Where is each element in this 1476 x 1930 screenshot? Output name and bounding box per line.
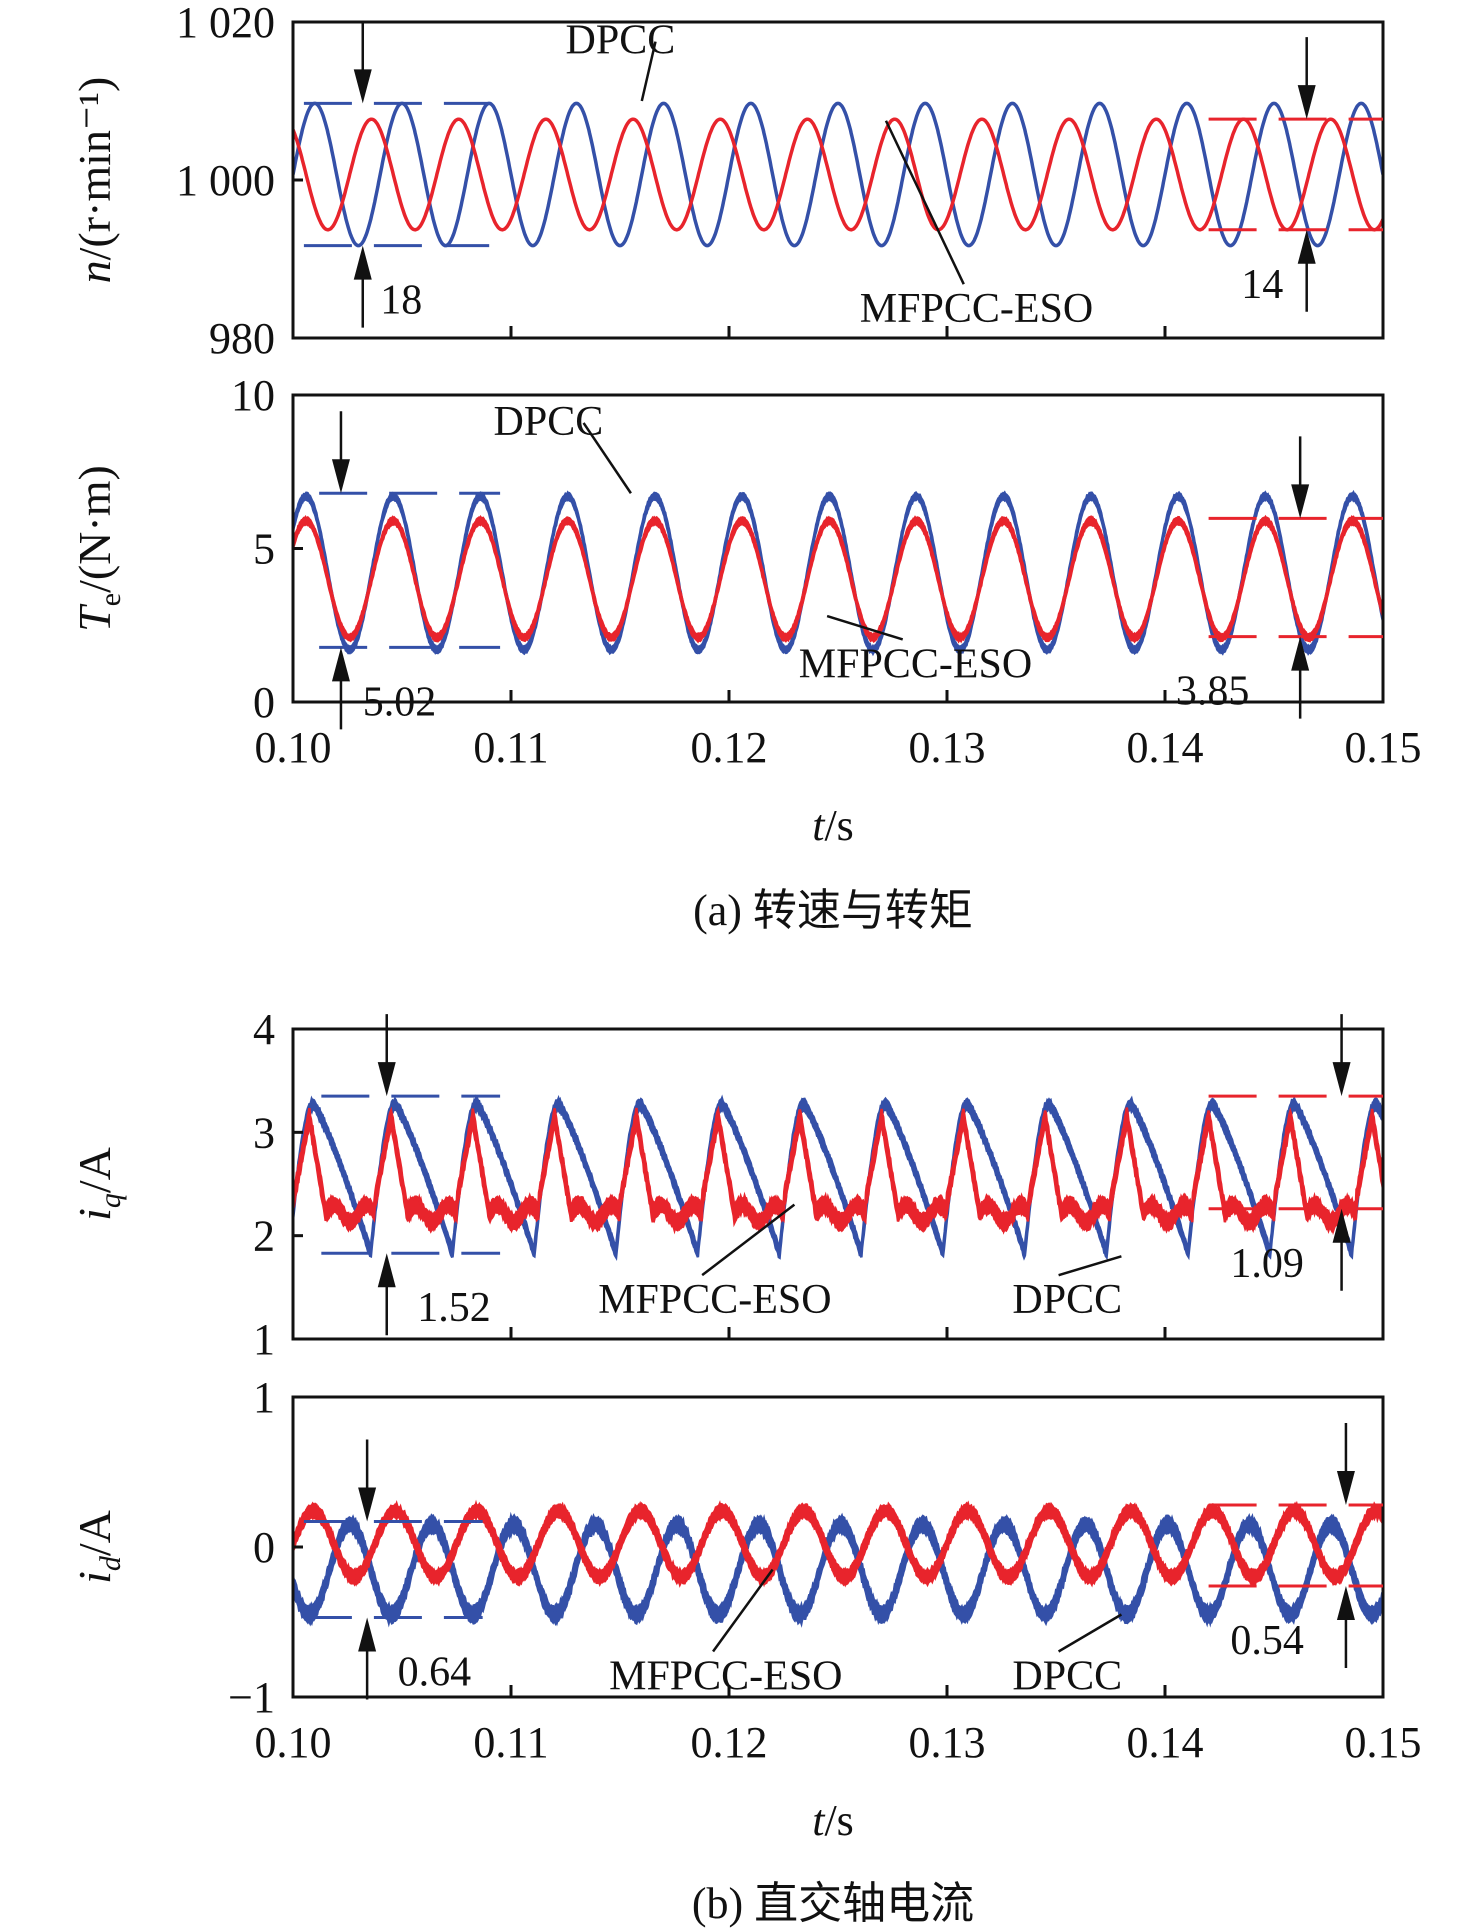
y-tick-label: 4 [253,1005,275,1054]
series-mfpcc-eso-line [293,117,1383,232]
y-tick-label: 0 [253,1523,275,1572]
y-axis-label: id/A [69,1510,127,1584]
y-axis-label: iq/A [69,1147,127,1221]
series-label-mfpcc-eso: MFPCC-ESO [598,1277,831,1323]
panel-id: −1 0 1 0.10 0.11 0.12 0.13 0.14 0.15 id/A MFPCC-ES… [69,1373,1422,1767]
series-mfpcc-eso-band [293,1105,1383,1236]
arrowhead-icon [358,1487,377,1522]
arrowhead-icon [1332,1062,1351,1097]
series-group [293,1094,1383,1261]
ripple-value-label: 1.09 [1230,1241,1304,1287]
ripple-value-label: 0.64 [398,1650,472,1696]
arrowhead-icon [1336,1586,1355,1620]
arrowhead-icon [1336,1471,1355,1505]
x-tick-label: 0.15 [1345,723,1422,772]
arrowhead-icon [377,1062,396,1097]
y-tick-label: 10 [231,371,275,420]
ripple-value-label: 18 [380,278,422,324]
y-tick-label: 2 [253,1212,275,1261]
arrowhead-icon [331,459,350,494]
ripple-value-label: 5.02 [363,679,437,725]
x-axis-label-b: t/s [812,1796,854,1845]
y-tick-label: 5 [253,525,275,574]
series-label-dpcc: DPCC [566,18,676,64]
x-tick-label: 0.14 [1127,723,1204,772]
series-label-dpcc: DPCC [1012,1277,1122,1323]
x-tick-label: 0.10 [255,723,332,772]
leader-line [826,614,904,641]
arrowhead-icon [353,245,372,280]
series-label-mfpcc-eso: MFPCC-ESO [860,286,1093,332]
plot-frame [291,1027,1385,1341]
leader-line [701,1203,796,1277]
arrowhead-icon [358,1617,377,1652]
ripple-value-label: 1.52 [417,1285,491,1331]
ripple-value-label: 3.85 [1176,669,1250,715]
caption-a: (a) 转速与转矩 [693,886,973,935]
y-axis-label: Te/(N·m) [69,465,127,632]
y-tick-label: 1 000 [176,156,275,205]
y-tick-label: 980 [209,314,275,363]
series-label-mfpcc-eso: MFPCC-ESO [799,641,1032,687]
y-tick-label: 3 [253,1108,275,1157]
ripple-value-label: 0.54 [1230,1618,1304,1664]
y-tick-label: 1 [253,1315,275,1364]
series-dpcc-line [293,101,1383,248]
x-tick-label: 0.13 [909,723,986,772]
panel-speed: 980 1 000 1 020 n/(r·min⁻¹) DPCC MFPCC-ESO 18 1… [69,0,1385,363]
series-mfpcc-eso-band [293,514,1383,644]
panel-torque: 0 5 10 0.10 0.11 0.12 0.13 0.14 0.15 Te/(N·m) DPCC… [69,371,1422,772]
series-label-dpcc: DPCC [1012,1654,1122,1700]
x-tick-label: 0.15 [1345,1718,1422,1767]
series-mfpcc-eso-band [293,1499,1383,1588]
x-tick-label: 0.11 [473,723,548,772]
arrowhead-icon [353,69,372,104]
series-dpcc-band [293,1511,1383,1628]
leader-line [1057,1613,1123,1653]
leader-line [1058,1255,1122,1277]
arrowhead-icon [331,647,350,682]
x-tick-label: 0.10 [255,1718,332,1767]
arrowhead-icon [1332,1208,1351,1243]
leader-line [884,120,965,285]
leader-line [582,422,632,494]
arrowhead-icon [1291,484,1310,519]
x-tick-label: 0.11 [473,1718,548,1767]
arrowhead-icon [377,1253,396,1288]
y-tick-label: 1 [253,1373,275,1422]
x-tick-label: 0.14 [1127,1718,1204,1767]
arrowhead-icon [1297,85,1316,120]
series-group [293,489,1383,657]
x-axis-label-a: t/s [812,801,854,850]
arrowhead-icon [1291,636,1310,671]
series-label-mfpcc-eso: MFPCC-ESO [609,1654,842,1700]
y-tick-label: −1 [228,1673,275,1722]
x-tick-label: 0.12 [691,1718,768,1767]
y-tick-label: 1 020 [176,0,275,47]
arrowhead-icon [1297,229,1316,264]
x-tick-label: 0.13 [909,1718,986,1767]
y-axis-label: n/(r·min⁻¹) [69,77,120,284]
y-tick-label: 0 [253,678,275,727]
caption-b: (b) 直交轴电流 [692,1879,974,1928]
x-tick-label: 0.12 [691,723,768,772]
panel-iq: 1 2 3 4 iq/A MFPCC-ESO DPCC 1.52 1.09 [69,1005,1385,1364]
series-group [293,101,1383,248]
series-dpcc-band [293,489,1383,657]
leader-line [640,41,657,102]
series-label-dpcc: DPCC [494,399,604,445]
series-group [293,1499,1383,1628]
leader-line [712,1568,774,1653]
ripple-value-label: 14 [1241,262,1283,308]
